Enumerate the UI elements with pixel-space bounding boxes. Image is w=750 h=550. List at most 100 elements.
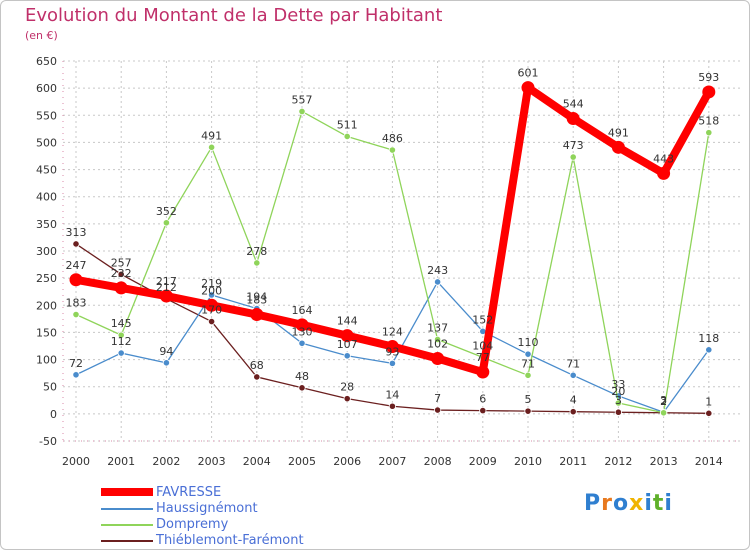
data-point xyxy=(433,278,442,286)
x-tick-label: 2009 xyxy=(469,455,497,468)
chart-unit-label: (en €) xyxy=(25,29,58,42)
data-label: 107 xyxy=(337,338,358,351)
x-tick-label: 2003 xyxy=(198,455,226,468)
data-point xyxy=(250,308,264,322)
data-point xyxy=(72,240,80,248)
data-label: 544 xyxy=(563,98,584,111)
data-label: 593 xyxy=(698,71,719,84)
data-label: 352 xyxy=(156,205,177,218)
data-label: 232 xyxy=(111,267,132,280)
data-point xyxy=(566,112,580,126)
y-tick-label: -50 xyxy=(39,435,57,448)
data-point xyxy=(524,350,532,358)
y-tick-label: 100 xyxy=(36,354,57,367)
legend-swatch-dompremy xyxy=(101,524,153,526)
data-point xyxy=(614,399,623,407)
data-point xyxy=(433,335,442,344)
data-label: 94 xyxy=(159,345,173,358)
data-label: 14 xyxy=(385,388,399,401)
x-tick-label: 2004 xyxy=(243,455,271,468)
data-label: 247 xyxy=(66,259,87,272)
legend-label-thieblemont-faremont: Thiéblemont-Farémont xyxy=(156,533,304,548)
data-label: 20 xyxy=(611,385,625,398)
proxiti-logo: Proxiti xyxy=(584,491,673,516)
y-tick-label: 300 xyxy=(36,245,57,258)
data-point xyxy=(343,395,351,403)
data-point xyxy=(340,329,354,343)
data-point xyxy=(705,129,713,137)
y-tick-label: 450 xyxy=(36,164,57,177)
data-label: 130 xyxy=(292,325,313,338)
chart-title: Evolution du Montant de la Dette par Hab… xyxy=(25,5,443,26)
data-label: 104 xyxy=(472,339,493,352)
y-tick-label: 600 xyxy=(36,82,57,95)
data-point xyxy=(524,371,532,379)
data-label: 33 xyxy=(611,378,625,391)
data-label: 601 xyxy=(518,67,539,80)
data-point xyxy=(521,81,535,95)
data-label: 217 xyxy=(156,275,177,288)
data-point xyxy=(117,270,125,278)
data-label: 557 xyxy=(292,93,313,106)
data-label: 118 xyxy=(698,332,719,345)
y-tick-label: 550 xyxy=(36,109,57,122)
data-label: 68 xyxy=(250,359,264,372)
data-label: 183 xyxy=(246,294,267,307)
data-point xyxy=(659,409,668,417)
data-label: 93 xyxy=(385,345,399,358)
data-label: 194 xyxy=(246,291,267,304)
data-point xyxy=(385,340,399,354)
data-point xyxy=(524,407,532,415)
data-label: 144 xyxy=(337,315,358,328)
data-point xyxy=(569,153,577,161)
data-label: 7 xyxy=(434,392,441,405)
y-tick-label: 200 xyxy=(36,299,57,312)
x-tick-label: 2002 xyxy=(152,455,180,468)
data-point xyxy=(431,351,445,365)
x-tick-label: 2010 xyxy=(514,455,542,468)
plot-background xyxy=(63,61,740,441)
data-point xyxy=(479,406,487,415)
data-point xyxy=(343,352,351,360)
data-label: 152 xyxy=(472,313,493,326)
data-label: 137 xyxy=(427,321,448,334)
data-label: 48 xyxy=(295,370,309,383)
data-label: 2 xyxy=(660,395,667,408)
data-label: 183 xyxy=(66,297,87,310)
data-point xyxy=(388,359,396,367)
data-label: 257 xyxy=(111,256,132,269)
data-label: 3 xyxy=(615,394,622,407)
data-point xyxy=(298,384,306,392)
data-label: 518 xyxy=(698,115,719,128)
data-point xyxy=(702,85,716,99)
data-label: 511 xyxy=(337,118,358,131)
data-label: 72 xyxy=(69,357,83,370)
grid xyxy=(63,60,740,442)
line-chart: -50 0 50 100 150 200 250 300 350 400 450 500 550 600 6… xyxy=(36,55,740,468)
data-label: 28 xyxy=(340,381,354,394)
x-tick-label: 2001 xyxy=(107,455,135,468)
x-tick-label: 2005 xyxy=(288,455,316,468)
data-label: 112 xyxy=(111,335,132,348)
x-tick-label: 2007 xyxy=(378,455,406,468)
data-point xyxy=(614,408,623,416)
legend-swatch-favresse xyxy=(101,488,153,496)
data-label: 313 xyxy=(66,226,87,239)
data-label: 219 xyxy=(201,277,222,290)
legend-label-favresse: FAVRESSE xyxy=(156,485,222,500)
x-tick-label: 2008 xyxy=(424,455,452,468)
y-tick-label: 150 xyxy=(36,326,57,339)
data-label: 278 xyxy=(246,245,267,258)
data-point xyxy=(114,281,128,295)
data-point xyxy=(162,219,170,227)
y-tick-label: 650 xyxy=(36,55,57,68)
data-label: 71 xyxy=(566,357,580,370)
data-labels: 2472322172001831641441241027760154449144… xyxy=(66,67,720,409)
data-label: 491 xyxy=(201,129,222,142)
data-point xyxy=(298,339,306,347)
data-label: 473 xyxy=(563,139,584,152)
data-label: 4 xyxy=(570,394,577,407)
axes: -50 0 50 100 150 200 250 300 350 400 450 500 550 600 6… xyxy=(36,55,740,468)
data-label: 3 xyxy=(660,394,667,407)
